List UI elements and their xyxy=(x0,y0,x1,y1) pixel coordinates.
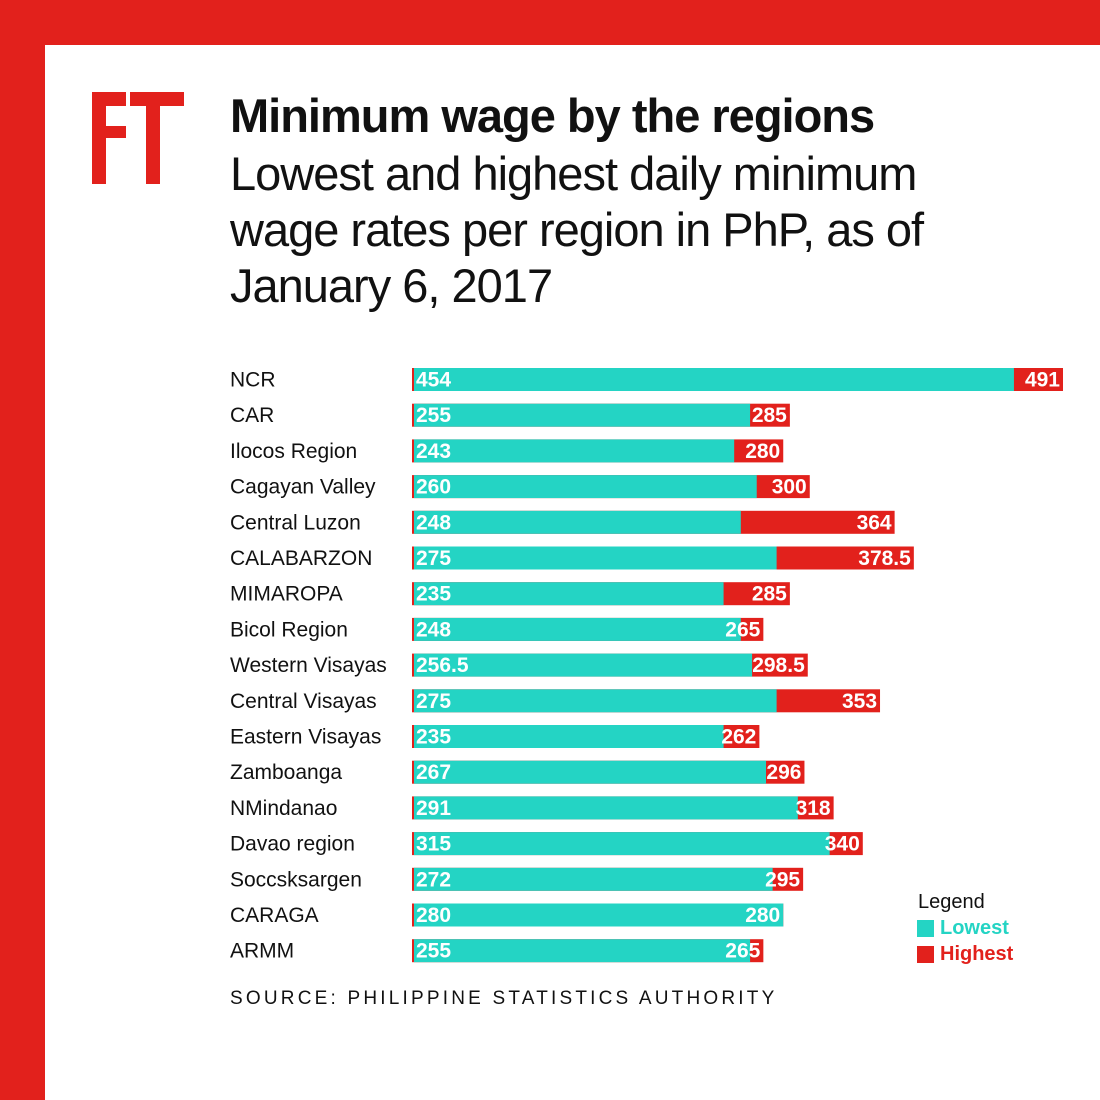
category-label-eastern-visayas: Eastern Visayas xyxy=(230,726,381,749)
frame-left-bar xyxy=(0,0,45,1100)
value-label-lowest-davao-region: 315 xyxy=(416,833,451,856)
value-label-lowest-nmindanao: 291 xyxy=(416,797,451,820)
bar-lowest-armm xyxy=(414,939,751,963)
bar-lowest-ncr xyxy=(414,368,1014,391)
value-label-highest-zamboanga: 296 xyxy=(766,761,801,784)
value-label-lowest-cagayan-valley: 260 xyxy=(416,476,451,499)
bar-lowest-caraga xyxy=(414,903,784,927)
chart-subtitle: Lowest and highest daily minimum wage ra… xyxy=(230,147,924,312)
category-label-zamboanga: Zamboanga xyxy=(230,761,342,784)
category-label-armm: ARMM xyxy=(230,940,294,963)
value-label-highest-bicol-region: 265 xyxy=(725,618,760,641)
value-label-lowest-armm: 255 xyxy=(416,940,451,963)
category-label-central-luzon: Central Luzon xyxy=(230,511,361,534)
bar-lowest-calabarzon xyxy=(414,546,777,570)
bar-lowest-bicol-region xyxy=(414,617,741,641)
category-label-ncr: NCR xyxy=(230,369,276,392)
bar-lowest-eastern-visayas xyxy=(414,725,724,748)
value-label-lowest-eastern-visayas: 235 xyxy=(416,726,451,749)
legend-title: Legend xyxy=(918,891,985,913)
value-label-highest-central-visayas: 353 xyxy=(842,690,877,713)
value-label-lowest-zamboanga: 267 xyxy=(416,761,451,784)
value-label-lowest-western-visayas: 256.5 xyxy=(416,654,469,677)
category-label-bicol-region: Bicol Region xyxy=(230,618,348,641)
value-label-lowest-soccsksargen: 272 xyxy=(416,868,451,891)
category-label-mimaropa: MIMAROPA xyxy=(230,583,343,606)
category-label-davao-region: Davao region xyxy=(230,833,355,856)
value-label-lowest-central-visayas: 275 xyxy=(416,690,451,713)
bar-lowest-central-luzon xyxy=(414,510,741,534)
category-label-soccsksargen: Soccsksargen xyxy=(230,868,362,891)
value-label-lowest-central-luzon: 248 xyxy=(416,511,451,534)
bar-lowest-zamboanga xyxy=(414,760,767,784)
category-label-nmindanao: NMindanao xyxy=(230,797,337,820)
value-label-highest-soccsksargen: 295 xyxy=(765,868,800,891)
frame-top-bar xyxy=(0,0,1100,45)
legend-swatch-highest xyxy=(917,946,934,963)
legend-item-highest: Highest xyxy=(917,943,1013,966)
bar-lowest-central-visayas xyxy=(414,689,777,713)
bar-lowest-car xyxy=(414,403,751,427)
value-label-lowest-car: 255 xyxy=(416,404,451,427)
value-label-lowest-mimaropa: 235 xyxy=(416,583,451,606)
value-label-highest-calabarzon: 378.5 xyxy=(858,547,911,570)
category-label-western-visayas: Western Visayas xyxy=(230,654,387,677)
category-label-cagayan-valley: Cagayan Valley xyxy=(230,476,376,499)
value-label-highest-nmindanao: 318 xyxy=(796,797,831,820)
value-label-highest-mimaropa: 285 xyxy=(752,583,787,606)
bars xyxy=(412,368,1063,963)
category-label-ilocos-region: Ilocos Region xyxy=(230,440,357,463)
value-label-highest-eastern-visayas: 262 xyxy=(721,726,756,749)
value-label-highest-armm: 265 xyxy=(725,940,760,963)
legend-item-lowest: Lowest xyxy=(917,917,1009,940)
bar-lowest-mimaropa xyxy=(414,582,724,606)
bar-lowest-western-visayas xyxy=(414,653,753,677)
legend-swatch-lowest xyxy=(917,920,934,937)
value-label-highest-caraga: 280 xyxy=(745,904,780,927)
value-label-highest-ncr: 491 xyxy=(1025,369,1060,392)
value-label-lowest-calabarzon: 275 xyxy=(416,547,451,570)
value-labels: 454 491 255 285 243 280 260 300 248 364 275 378.5 23… xyxy=(416,369,1060,963)
bar-lowest-soccsksargen xyxy=(414,867,773,891)
bar-lowest-cagayan-valley xyxy=(414,475,757,499)
value-label-lowest-ilocos-region: 243 xyxy=(416,440,451,463)
value-label-lowest-ncr: 454 xyxy=(416,369,451,392)
chart-title: Minimum wage by the regions xyxy=(230,89,875,142)
value-label-lowest-caraga: 280 xyxy=(416,904,451,927)
bar-lowest-ilocos-region xyxy=(414,439,735,463)
category-label-car: CAR xyxy=(230,404,274,427)
ft-logo-icon xyxy=(92,92,184,184)
value-label-highest-central-luzon: 364 xyxy=(857,511,892,534)
category-label-caraga: CARAGA xyxy=(230,904,319,927)
value-label-highest-davao-region: 340 xyxy=(825,833,860,856)
value-label-highest-western-visayas: 298.5 xyxy=(752,654,805,677)
category-label-calabarzon: CALABARZON xyxy=(230,547,372,570)
category-label-central-visayas: Central Visayas xyxy=(230,690,377,713)
source-note: SOURCE: PHILIPPINE STATISTICS AUTHORITY xyxy=(230,988,778,1009)
bar-lowest-nmindanao xyxy=(414,796,798,820)
legend-label-highest: Highest xyxy=(940,943,1014,965)
legend-label-lowest: Lowest xyxy=(940,917,1009,939)
value-label-lowest-bicol-region: 248 xyxy=(416,618,451,641)
value-label-highest-ilocos-region: 280 xyxy=(745,440,780,463)
bar-lowest-davao-region xyxy=(414,832,830,856)
value-label-highest-car: 285 xyxy=(752,404,787,427)
category-labels: NCR CAR Ilocos Region Cagayan Valley Central… xyxy=(230,369,387,963)
value-label-highest-cagayan-valley: 300 xyxy=(772,476,807,499)
